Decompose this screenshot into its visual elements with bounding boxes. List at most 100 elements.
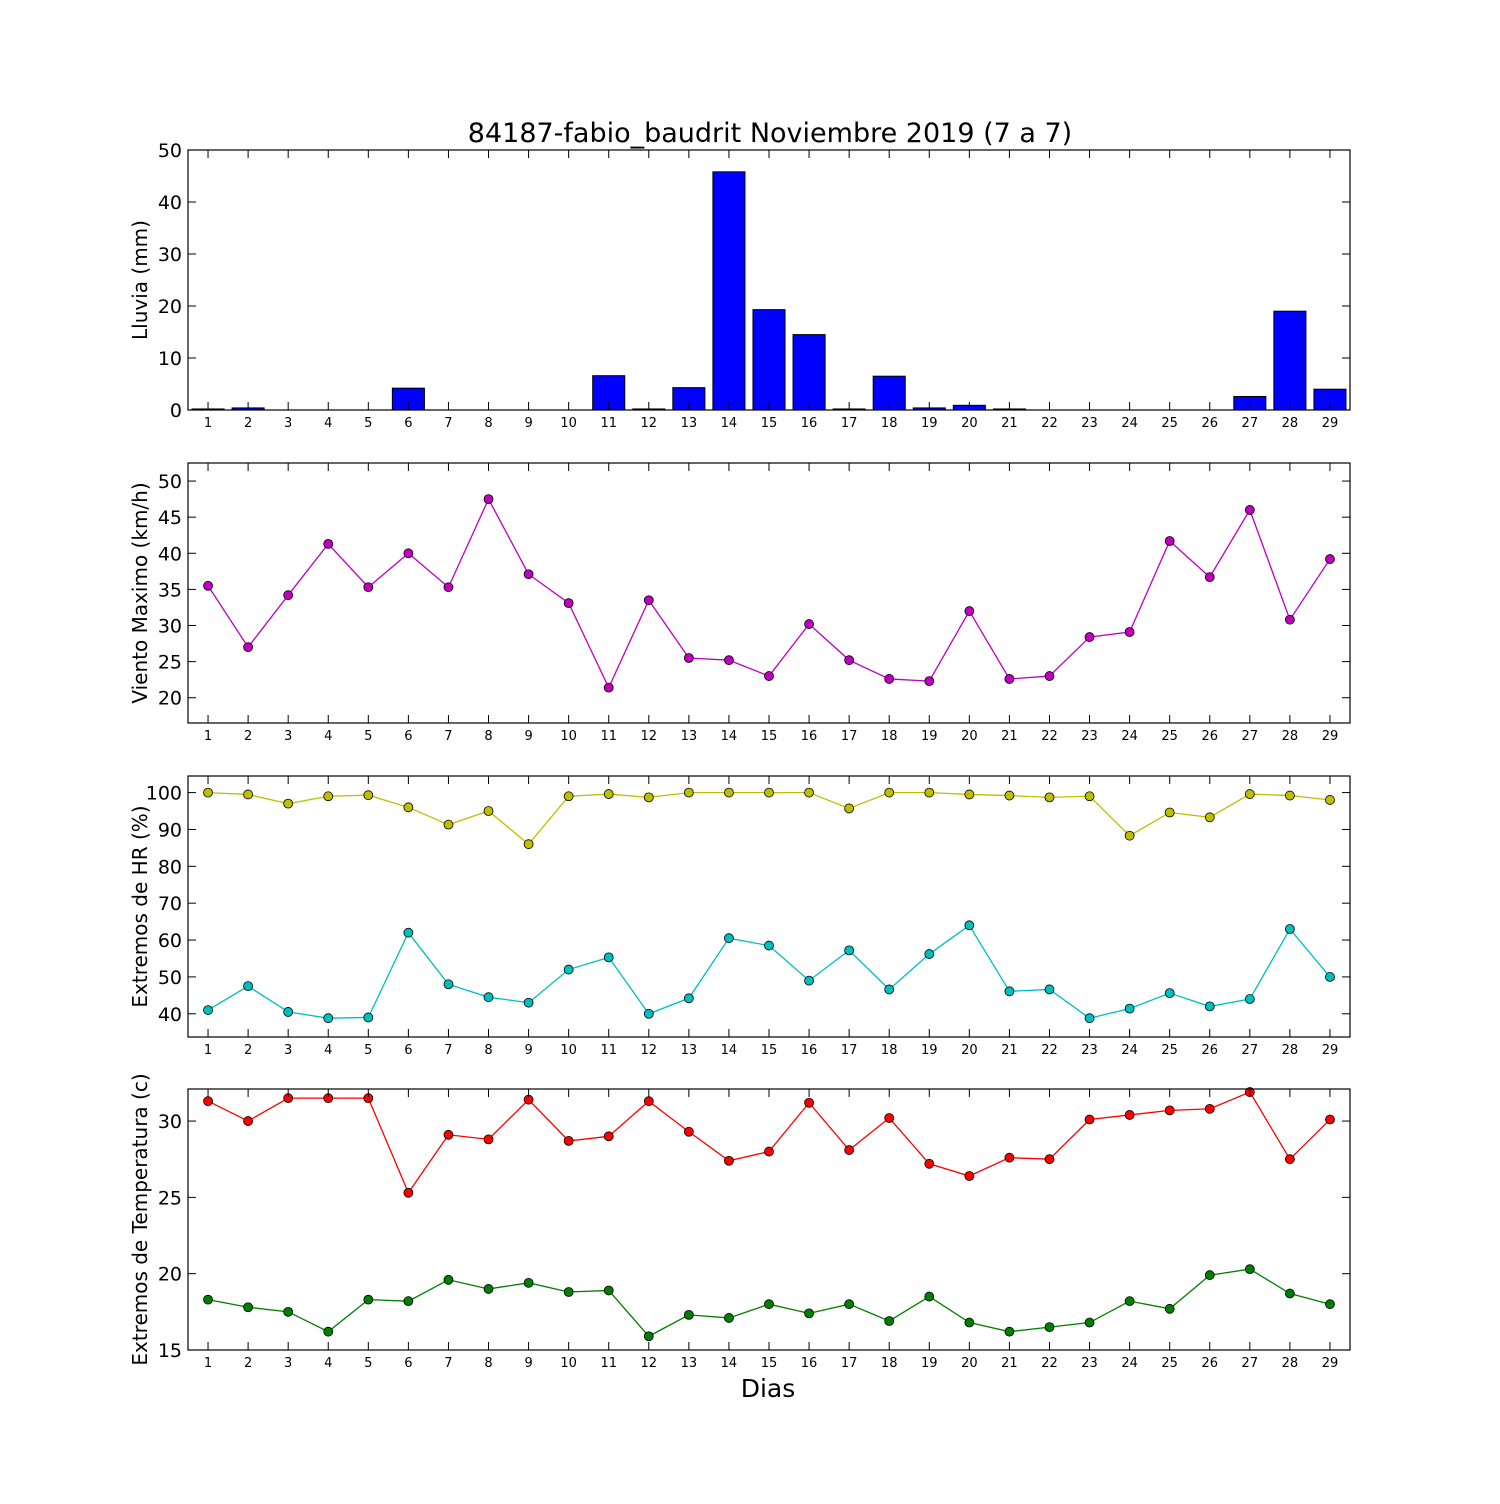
x-tick-label: 5: [364, 729, 372, 744]
data-point: [1004, 790, 1015, 801]
data-point: [764, 940, 774, 951]
x-tick-label: 19: [921, 416, 938, 431]
data-point: [643, 1008, 654, 1019]
x-tick-label: 27: [1242, 1356, 1259, 1371]
data-point: [1004, 1326, 1015, 1337]
data-point: [724, 655, 734, 666]
data-point: [323, 1326, 334, 1337]
bar: [712, 171, 746, 411]
x-tick-label: 25: [1161, 416, 1178, 431]
x-axis-label: Dias: [741, 1374, 796, 1403]
data-point: [1004, 986, 1015, 997]
x-tick-label: 7: [444, 416, 452, 431]
data-point: [924, 676, 935, 687]
data-point: [363, 1294, 374, 1305]
x-tick-label: 12: [641, 1356, 658, 1371]
x-tick-label: 9: [524, 729, 532, 744]
x-tick-label: 2: [244, 416, 252, 431]
x-tick-label: 9: [524, 1043, 532, 1058]
data-point: [1325, 972, 1335, 982]
data-point: [804, 787, 814, 798]
bar: [752, 309, 786, 411]
x-tick-label: 6: [404, 1356, 412, 1371]
x-tick-label: 26: [1201, 416, 1218, 431]
data-point: [1124, 1296, 1135, 1307]
data-point: [643, 1096, 654, 1107]
data-point: [1204, 1001, 1215, 1012]
x-tick-label: 4: [324, 729, 332, 744]
data-point: [523, 569, 534, 580]
series-line: [208, 791, 1331, 846]
data-point: [683, 993, 694, 1004]
x-tick-label: 14: [721, 416, 738, 431]
x-tick-label: 29: [1322, 416, 1339, 431]
x-tick-label: 18: [881, 1043, 898, 1058]
y-tick-label: 25: [158, 652, 182, 674]
data-point: [1204, 1103, 1215, 1114]
x-tick-label: 23: [1081, 416, 1098, 431]
x-tick-label: 24: [1121, 1043, 1138, 1058]
x-tick-label: 6: [404, 416, 412, 431]
x-tick-label: 1: [204, 1043, 212, 1058]
data-point: [643, 792, 654, 803]
data-point: [243, 1116, 254, 1126]
data-point: [1164, 807, 1175, 818]
y-tick-label: 70: [158, 893, 182, 915]
x-tick-label: 29: [1322, 1043, 1339, 1058]
x-tick-label: 9: [524, 416, 532, 431]
data-point: [764, 1299, 774, 1310]
data-point: [1325, 1299, 1335, 1310]
data-point: [483, 1134, 494, 1145]
data-point: [1124, 1110, 1135, 1120]
data-point: [683, 653, 694, 663]
x-tick-label: 18: [881, 1356, 898, 1371]
x-tick-label: 24: [1121, 729, 1138, 744]
x-tick-label: 15: [761, 729, 778, 744]
data-point: [1044, 1154, 1055, 1165]
data-point: [603, 1131, 614, 1142]
x-tick-label: 19: [921, 1043, 938, 1058]
data-point: [1124, 627, 1135, 637]
x-tick-label: 21: [1001, 416, 1018, 431]
data-point: [683, 1126, 694, 1137]
y-tick-label: 40: [158, 1004, 182, 1026]
axes-frame: [187, 1088, 1351, 1351]
x-tick-label: 14: [721, 1356, 738, 1371]
y-tick-label: 30: [158, 1111, 182, 1133]
data-point: [523, 997, 534, 1008]
x-tick-label: 27: [1242, 729, 1259, 744]
data-point: [1285, 790, 1295, 801]
data-point: [724, 787, 734, 798]
y-tick-label: 100: [146, 783, 182, 805]
x-tick-label: 17: [841, 729, 858, 744]
data-point: [563, 1287, 574, 1297]
data-point: [764, 1146, 774, 1157]
x-tick-label: 17: [841, 1043, 858, 1058]
data-point: [1044, 984, 1055, 995]
data-point: [483, 494, 494, 505]
x-tick-label: 14: [721, 729, 738, 744]
x-tick-label: 14: [721, 1043, 738, 1058]
x-tick-label: 13: [681, 1043, 698, 1058]
data-point: [1285, 614, 1295, 625]
data-point: [443, 1274, 454, 1285]
x-tick-label: 26: [1201, 1043, 1218, 1058]
data-point: [643, 1331, 654, 1342]
x-tick-label: 3: [284, 1356, 292, 1371]
x-tick-label: 2: [244, 1356, 252, 1371]
data-point: [403, 1296, 414, 1307]
data-point: [1044, 671, 1055, 681]
data-point: [1084, 1013, 1095, 1024]
data-point: [1325, 1114, 1335, 1125]
x-tick-label: 18: [881, 729, 898, 744]
x-tick-label: 21: [1001, 1356, 1018, 1371]
x-tick-label: 16: [801, 1043, 818, 1058]
x-tick-label: 15: [761, 1356, 778, 1371]
data-point: [683, 1309, 694, 1320]
y-tick-label: 50: [158, 967, 182, 989]
series-line: [207, 924, 1331, 1019]
x-tick-label: 25: [1161, 1356, 1178, 1371]
x-tick-label: 16: [801, 1356, 818, 1371]
axes-frame: [187, 462, 1351, 724]
